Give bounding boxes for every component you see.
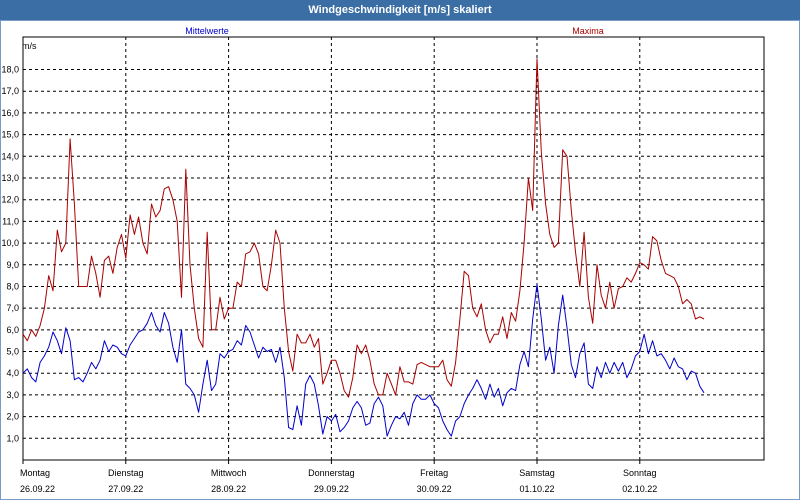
x-tick-date: 27.09.22 — [108, 484, 143, 494]
y-tick-label: 17,0 — [1, 86, 19, 96]
x-tick-date: 28.09.22 — [211, 484, 246, 494]
gridlines — [23, 37, 764, 460]
x-axis-day-labels: Montag 26.09.22 Dienstag 27.09.22 Mittwoch 28… — [20, 460, 657, 494]
plot-area-border — [22, 36, 765, 461]
y-tick-label: 11,0 — [2, 216, 19, 226]
y-axis-unit-label: m/s — [22, 41, 37, 51]
series-line-mittelwerte — [22, 283, 705, 437]
chart-title: Windgeschwindigkeit [m/s] skaliert — [0, 0, 800, 20]
y-tick-label: 3,0 — [6, 390, 19, 400]
y-tick-label: 8,0 — [6, 281, 19, 291]
x-tick-date: 29.09.22 — [314, 484, 349, 494]
y-tick-label: 18,0 — [1, 65, 19, 75]
y-tick-label: 15,0 — [1, 130, 19, 140]
y-axis-ticks: 1,0 2,0 3,0 4,0 5,0 6,0 7,0 8,0 9,0 10,0 11,0 12,0 1… — [1, 65, 19, 444]
x-tick-day: Freitag — [420, 468, 448, 478]
x-tick-day: Donnerstag — [308, 468, 355, 478]
series-line-maxima — [22, 58, 705, 398]
y-tick-label: 1,0 — [6, 433, 19, 443]
y-tick-label: 5,0 — [6, 347, 19, 357]
y-tick-label: 12,0 — [1, 195, 19, 205]
y-tick-label: 4,0 — [6, 368, 19, 378]
x-tick-day: Dienstag — [108, 468, 144, 478]
x-tick-date: 02.10.22 — [622, 484, 657, 494]
x-tick-date: 30.09.22 — [417, 484, 452, 494]
y-tick-label: 9,0 — [6, 260, 19, 270]
y-tick-label: 16,0 — [1, 108, 19, 118]
x-tick-day: Sonntag — [623, 468, 657, 478]
legend-maxima: Maxima — [572, 26, 604, 36]
y-tick-label: 13,0 — [1, 173, 19, 183]
y-tick-label: 6,0 — [6, 325, 19, 335]
legend-mittelwerte: Mittelwerte — [185, 26, 229, 36]
y-tick-label: 7,0 — [6, 303, 19, 313]
x-tick-date: 01.10.22 — [519, 484, 554, 494]
y-tick-label: 14,0 — [1, 151, 19, 161]
data-series — [22, 58, 705, 437]
y-tick-label: 10,0 — [1, 238, 19, 248]
x-tick-date: 26.09.22 — [20, 484, 55, 494]
x-tick-day: Mittwoch — [211, 468, 247, 478]
x-tick-day: Montag — [20, 468, 50, 478]
y-tick-label: 2,0 — [6, 412, 19, 422]
x-tick-day: Samstag — [519, 468, 555, 478]
